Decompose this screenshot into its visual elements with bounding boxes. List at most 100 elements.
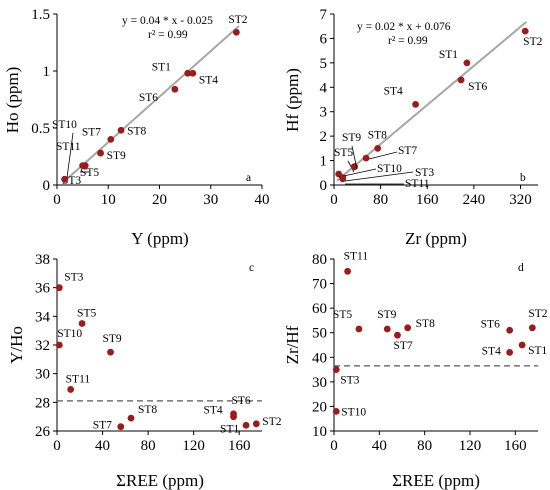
x-axis-title: Y (ppm)	[131, 229, 188, 248]
point-label: ST6	[232, 395, 251, 407]
y-tick-label: 80	[312, 252, 327, 268]
x-tick-label: 20	[152, 192, 167, 208]
x-tick-label: 160	[504, 438, 527, 454]
data-point-st6	[506, 326, 514, 334]
data-point-st4	[189, 69, 197, 77]
y-tick-label: 0	[43, 178, 51, 194]
point-label: ST6	[481, 318, 500, 330]
point-label: ST2	[228, 14, 247, 26]
point-label: ST1	[220, 423, 239, 435]
y-tick-label: 0.5	[31, 121, 50, 137]
point-label: ST10	[341, 406, 366, 418]
y-axis-title: Hf (ppm)	[283, 68, 302, 132]
label-leader-line	[368, 151, 398, 160]
data-point-st2	[521, 27, 529, 35]
y-tick-label: 1	[43, 64, 51, 80]
y-tick-label: 32	[35, 338, 50, 354]
point-label: ST9	[377, 309, 396, 321]
x-tick-label: 320	[509, 192, 532, 208]
point-label: ST8	[368, 129, 387, 141]
point-label: ST11	[66, 373, 91, 385]
point-label: ST10	[57, 328, 82, 340]
data-point-st6	[457, 76, 465, 84]
x-tick-label: 30	[203, 192, 218, 208]
point-label: ST8	[127, 125, 146, 137]
chart-panel-c: 0 40 80 120 160 26 28 30 32 34 36 38 ΣREE (ppm) Y/Ho c…	[7, 252, 282, 490]
y-tick-label: 2	[320, 129, 328, 145]
point-label: ST1	[152, 61, 171, 73]
point-label: ST9	[107, 150, 126, 162]
regression-equation: y = 0.02 * x + 0.076	[357, 21, 451, 33]
data-point-st7	[107, 136, 115, 143]
data-point-st11	[339, 175, 347, 183]
data-point-st1	[184, 69, 192, 77]
x-tick-label: 240	[463, 192, 486, 208]
panel-letter: a	[246, 172, 251, 184]
data-point-st11	[344, 267, 351, 275]
point-label: ST1	[439, 49, 458, 61]
data-point-st10	[332, 407, 340, 415]
data-point-st3	[55, 284, 63, 292]
data-point-st8	[127, 414, 135, 422]
point-label: ST5	[333, 309, 352, 321]
x-tick-label: 40	[95, 438, 110, 454]
point-label: ST4	[482, 345, 501, 357]
y-axis-title: Y/Ho	[7, 326, 26, 364]
label-leader-line	[347, 160, 355, 173]
point-label: ST1	[528, 345, 547, 357]
x-tick-label: 160	[228, 438, 251, 454]
point-label: ST3	[64, 272, 83, 284]
point-label: ST4	[384, 85, 403, 97]
panel-letter: b	[520, 172, 526, 184]
chart-panel-d: 0 40 80 120 160 10 20 30 40 50 60 70 80 ΣREE (ppm) Zr/…	[283, 250, 548, 490]
x-axis-title: ΣREE (ppm)	[116, 471, 204, 490]
y-tick-label: 3	[320, 105, 328, 121]
point-label: ST11	[344, 250, 369, 262]
y-tick-label: 4	[320, 80, 328, 96]
y-tick-label: 7	[320, 7, 328, 23]
point-label: ST8	[138, 404, 157, 416]
point-label: ST2	[262, 416, 281, 428]
r-squared: r² = 0.99	[388, 35, 428, 47]
x-tick-label: 160	[416, 192, 439, 208]
x-tick-label: 120	[459, 438, 482, 454]
x-tick-label: 80	[141, 438, 156, 454]
label-leader-line	[338, 168, 377, 178]
point-label: ST2	[523, 36, 542, 48]
data-point-st10	[61, 175, 69, 183]
point-label: ST11	[405, 178, 430, 190]
x-tick-label: 10	[101, 192, 116, 208]
x-tick-label: 0	[53, 438, 61, 454]
x-tick-label: 80	[417, 438, 432, 454]
x-tick-label: 80	[373, 192, 388, 208]
data-point-st7	[117, 423, 125, 431]
y-tick-label: 5	[320, 56, 328, 72]
label-leader-line	[344, 171, 414, 182]
data-point-st7	[362, 154, 370, 162]
data-point-st9	[97, 149, 104, 157]
regression-equation: y = 0.04 * x - 0.025	[122, 15, 213, 27]
x-axis-title: Zr (ppm)	[405, 229, 467, 248]
point-label: ST5	[334, 147, 353, 159]
data-point-st10	[335, 170, 343, 178]
y-tick-label: 60	[312, 301, 327, 317]
data-point-st6	[230, 410, 237, 418]
x-tick-label: 120	[182, 438, 205, 454]
y-tick-label: 30	[35, 367, 50, 383]
data-point-st9	[107, 348, 114, 356]
y-tick-label: 50	[312, 326, 327, 342]
point-label: ST9	[103, 333, 122, 345]
x-tick-label: 0	[53, 192, 61, 208]
label-leader-line	[351, 145, 358, 170]
point-label: ST2	[528, 308, 547, 320]
x-tick-label: 0	[330, 438, 338, 454]
point-label: ST9	[342, 132, 361, 144]
point-label: ST10	[52, 119, 77, 131]
panel-letter: d	[518, 262, 524, 274]
y-tick-label: 26	[35, 424, 51, 440]
panel-letter: c	[249, 262, 254, 274]
point-label: ST7	[82, 126, 101, 138]
data-point-st1	[518, 341, 526, 349]
y-tick-label: 0	[320, 178, 328, 194]
